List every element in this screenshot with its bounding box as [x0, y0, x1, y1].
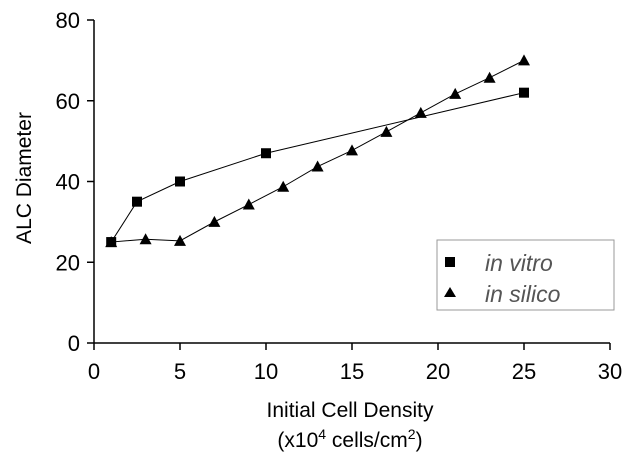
y-tick-label: 60 [56, 89, 80, 114]
series-layer [105, 54, 530, 248]
data-point-in-silico [174, 234, 186, 246]
data-point-in-vitro [132, 196, 142, 207]
data-point-in-silico [277, 180, 290, 192]
data-point-in-silico [414, 106, 427, 118]
x-axis-title: Initial Cell Density [267, 399, 434, 422]
y-tick-label: 80 [56, 8, 80, 33]
x-tick-label: 10 [254, 359, 278, 384]
x-tick-label: 5 [174, 359, 186, 384]
y-tick-label: 40 [56, 170, 80, 195]
data-point-in-silico [518, 54, 530, 66]
data-point-in-vitro [261, 148, 271, 159]
data-point-in-silico [346, 144, 358, 156]
x-tick-label: 25 [512, 359, 536, 384]
series-line-in-silico [111, 59, 525, 243]
y-ticks: 0 20 40 60 80 [56, 8, 94, 356]
data-point-in-silico [380, 125, 393, 137]
y-tick-label: 0 [68, 331, 80, 356]
data-point-in-silico [139, 233, 152, 245]
data-point-in-silico [483, 71, 496, 83]
legend-label-in-silico: in silico [485, 281, 561, 307]
legend: in vitro in silico [436, 239, 615, 311]
x-tick-label: 20 [426, 359, 450, 384]
y-tick-label: 20 [56, 250, 80, 275]
x-ticks: 0 5 10 15 20 25 30 [88, 343, 622, 384]
data-point-in-silico [311, 160, 324, 172]
axes: 0 20 40 60 80 0 5 10 15 20 25 30 [56, 8, 623, 384]
x-tick-label: 30 [598, 359, 622, 384]
legend-box [436, 239, 615, 311]
data-point-in-vitro [519, 87, 529, 98]
x-tick-label: 0 [88, 359, 100, 384]
data-point-in-vitro [175, 176, 185, 187]
legend-marker-in-vitro [445, 257, 455, 267]
data-point-in-silico [105, 236, 118, 248]
x-tick-label: 15 [340, 359, 364, 384]
data-point-in-silico [449, 87, 462, 99]
y-axis-title: ALC Diameter [13, 112, 36, 244]
data-point-in-silico [242, 198, 255, 210]
legend-label-in-vitro: in vitro [485, 250, 553, 276]
x-axis-unit: (x104 cells/cm2) [277, 426, 422, 452]
series-in-silico [105, 54, 530, 248]
data-point-in-silico [208, 215, 221, 227]
legend-marker-in-silico [444, 287, 456, 297]
